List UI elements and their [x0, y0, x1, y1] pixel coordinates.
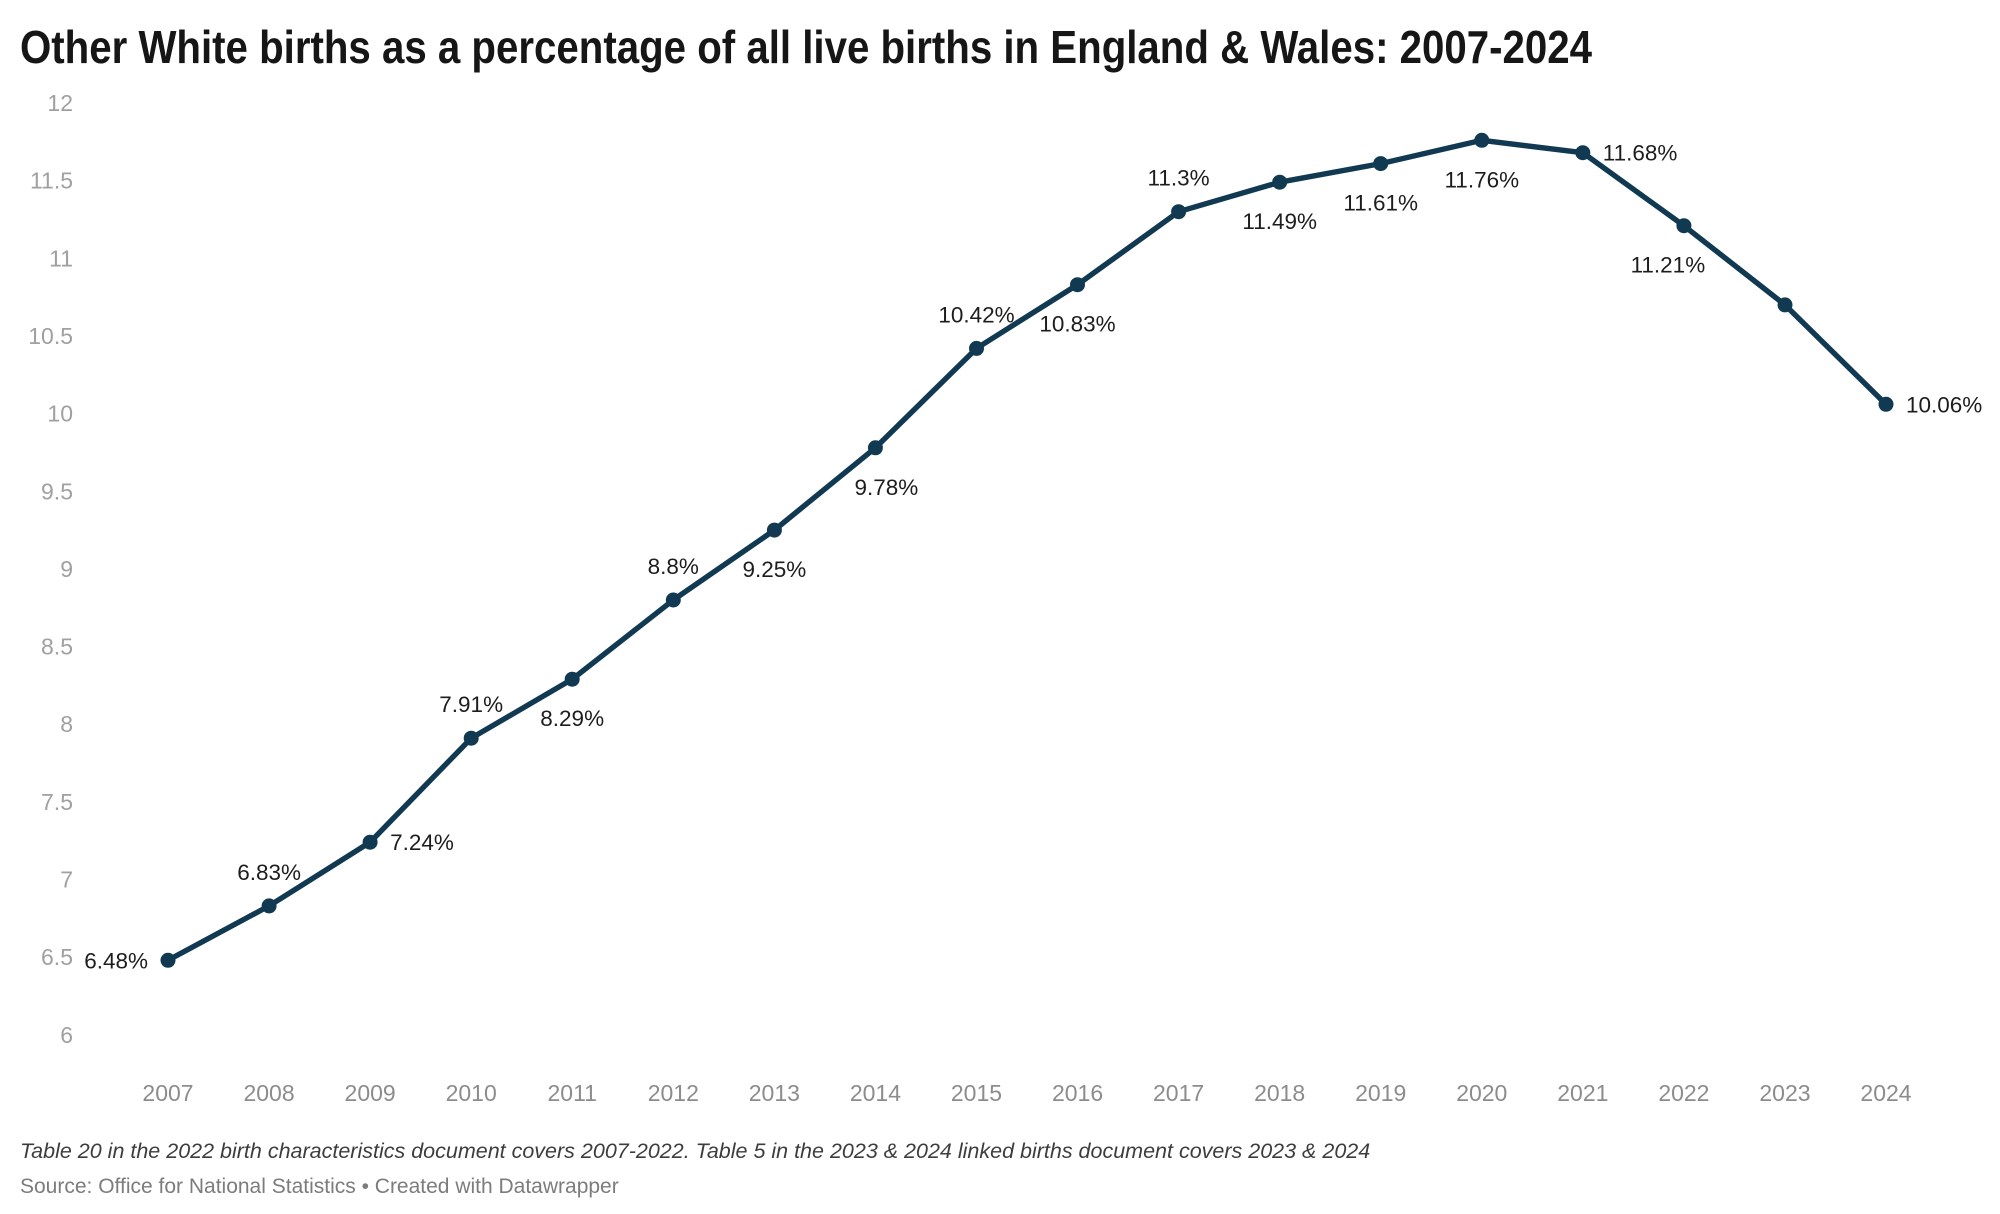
data-point[interactable] [1474, 132, 1490, 148]
y-axis-tick-label: 11 [49, 245, 73, 271]
data-point-label: 9.78% [854, 475, 918, 500]
data-point-label: 7.91% [439, 692, 503, 717]
data-point-label: 8.29% [540, 706, 604, 731]
chart-source: Source: Office for National Statistics •… [20, 1175, 619, 1198]
data-point-label: 8.8% [648, 554, 699, 579]
x-axis-tick-label: 2020 [1456, 1080, 1507, 1106]
x-axis-tick-label: 2018 [1254, 1080, 1305, 1106]
data-point[interactable] [1171, 204, 1187, 220]
data-point[interactable] [1777, 297, 1793, 313]
data-point[interactable] [665, 592, 681, 608]
x-axis-tick-label: 2012 [648, 1080, 699, 1106]
y-axis-tick-label: 10 [47, 401, 73, 427]
data-point-label: 7.24% [390, 830, 454, 855]
data-point-label: 10.42% [938, 302, 1014, 327]
x-axis-tick-label: 2023 [1759, 1080, 1810, 1106]
data-point[interactable] [160, 952, 176, 968]
x-axis-tick-label: 2022 [1658, 1080, 1709, 1106]
data-point[interactable] [1878, 396, 1894, 412]
y-axis-tick-label: 12 [47, 90, 73, 116]
x-axis-tick-label: 2017 [1153, 1080, 1204, 1106]
y-axis-tick-label: 10.5 [28, 323, 73, 349]
x-axis-tick-label: 2019 [1355, 1080, 1406, 1106]
data-point-label: 11.76% [1444, 167, 1519, 192]
y-axis-tick-label: 9.5 [41, 478, 73, 504]
x-axis-tick-label: 2013 [749, 1080, 800, 1106]
data-point-label: 10.06% [1906, 392, 1982, 417]
y-axis-tick-label: 7.5 [41, 789, 73, 815]
y-axis-tick-label: 7 [60, 867, 73, 893]
x-axis-tick-label: 2024 [1860, 1080, 1911, 1106]
x-axis-tick-label: 2021 [1557, 1080, 1608, 1106]
data-point-label: 9.25% [742, 557, 806, 582]
chart-title: Other White births as a percentage of al… [20, 21, 1592, 73]
data-point[interactable] [463, 730, 479, 746]
x-axis-tick-label: 2008 [243, 1080, 294, 1106]
data-point[interactable] [867, 440, 883, 456]
x-axis-tick-label: 2010 [446, 1080, 497, 1106]
y-axis-tick-label: 6.5 [41, 944, 73, 970]
data-point-label: 11.49% [1242, 209, 1317, 234]
data-point-label: 11.21% [1631, 253, 1706, 278]
data-point-label: 10.83% [1039, 312, 1115, 337]
chart-footnote: Table 20 in the 2022 birth characteristi… [20, 1139, 1370, 1163]
x-axis-tick-label: 2007 [142, 1080, 193, 1106]
y-axis-tick-label: 8 [60, 711, 73, 737]
data-point[interactable] [969, 340, 984, 356]
data-point-label: 11.61% [1343, 191, 1418, 216]
x-axis-tick-label: 2014 [850, 1080, 901, 1106]
data-point-label: 6.48% [84, 948, 148, 973]
data-point-label: 6.83% [237, 860, 301, 885]
x-axis-tick-label: 2016 [1052, 1080, 1103, 1106]
data-point[interactable] [564, 671, 580, 687]
data-point[interactable] [1676, 218, 1692, 234]
trend-line [165, 137, 1889, 963]
data-point[interactable] [261, 898, 277, 914]
data-point[interactable] [1070, 277, 1085, 293]
data-point[interactable] [362, 834, 378, 850]
plot-area: 12 11.5 11 10.5 10 9.5 9 8.5 8 7.5 7 6.5 6 2007 2008 20… [28, 90, 1982, 1106]
x-axis-tick-label: 2011 [548, 1080, 597, 1106]
data-point[interactable] [1575, 145, 1591, 161]
y-axis-tick-label: 8.5 [41, 634, 73, 660]
data-point[interactable] [1272, 174, 1288, 190]
data-point[interactable] [766, 522, 782, 538]
data-point-label: 11.68% [1603, 141, 1678, 166]
y-axis-tick-label: 6 [60, 1022, 73, 1048]
x-axis-tick-label: 2015 [951, 1080, 1002, 1106]
data-point[interactable] [1373, 156, 1389, 172]
data-point-label: 11.3% [1148, 166, 1210, 191]
y-axis-tick-label: 9 [60, 556, 73, 582]
y-axis-tick-label: 11.5 [30, 168, 73, 194]
x-axis-tick-label: 2009 [345, 1080, 396, 1106]
